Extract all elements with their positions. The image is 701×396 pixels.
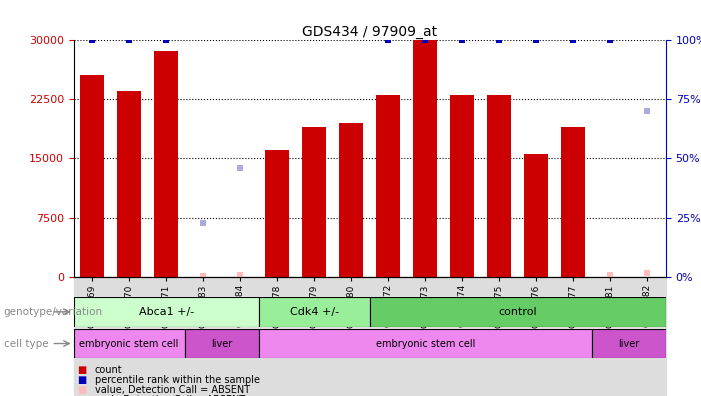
Bar bbox=[629, 277, 666, 396]
Text: ■: ■ bbox=[77, 385, 86, 395]
Bar bbox=[444, 277, 481, 396]
Text: genotype/variation: genotype/variation bbox=[4, 307, 102, 317]
Bar bbox=[450, 95, 475, 277]
Bar bbox=[259, 329, 592, 358]
Title: GDS434 / 97909_at: GDS434 / 97909_at bbox=[302, 25, 437, 38]
Bar bbox=[518, 277, 555, 396]
Bar bbox=[154, 51, 178, 277]
Bar bbox=[370, 277, 407, 396]
Bar bbox=[184, 329, 259, 358]
Bar bbox=[592, 277, 629, 396]
Bar bbox=[117, 91, 141, 277]
Bar bbox=[339, 123, 363, 277]
Bar bbox=[414, 40, 437, 277]
Text: rank, Detection Call = ABSENT: rank, Detection Call = ABSENT bbox=[95, 395, 245, 396]
Text: Abca1 +/-: Abca1 +/- bbox=[139, 307, 193, 317]
Bar bbox=[111, 277, 148, 396]
Text: Cdk4 +/-: Cdk4 +/- bbox=[290, 307, 339, 317]
Text: ■: ■ bbox=[77, 365, 86, 375]
Text: ■: ■ bbox=[77, 395, 86, 396]
Bar bbox=[148, 277, 184, 396]
Bar bbox=[222, 277, 259, 396]
Bar bbox=[74, 329, 184, 358]
Bar bbox=[555, 277, 592, 396]
Text: percentile rank within the sample: percentile rank within the sample bbox=[95, 375, 259, 385]
Bar bbox=[184, 277, 222, 396]
Bar bbox=[296, 277, 333, 396]
Bar bbox=[592, 329, 666, 358]
Text: embryonic stem cell: embryonic stem cell bbox=[376, 339, 475, 348]
Bar bbox=[259, 297, 370, 327]
Bar bbox=[74, 277, 111, 396]
Bar bbox=[259, 277, 296, 396]
Bar bbox=[407, 277, 444, 396]
Bar bbox=[265, 150, 290, 277]
Bar bbox=[487, 95, 512, 277]
Bar bbox=[80, 75, 104, 277]
Bar bbox=[562, 127, 585, 277]
Text: control: control bbox=[498, 307, 537, 317]
Text: ■: ■ bbox=[77, 375, 86, 385]
Bar bbox=[524, 154, 548, 277]
Text: embryonic stem cell: embryonic stem cell bbox=[79, 339, 179, 348]
Text: liver: liver bbox=[211, 339, 232, 348]
Text: count: count bbox=[95, 365, 122, 375]
Bar bbox=[481, 277, 518, 396]
Text: liver: liver bbox=[618, 339, 639, 348]
Bar bbox=[74, 297, 259, 327]
Text: cell type: cell type bbox=[4, 339, 48, 348]
Bar bbox=[376, 95, 400, 277]
Bar bbox=[333, 277, 370, 396]
Text: value, Detection Call = ABSENT: value, Detection Call = ABSENT bbox=[95, 385, 250, 395]
Bar bbox=[302, 127, 326, 277]
Bar bbox=[370, 297, 666, 327]
